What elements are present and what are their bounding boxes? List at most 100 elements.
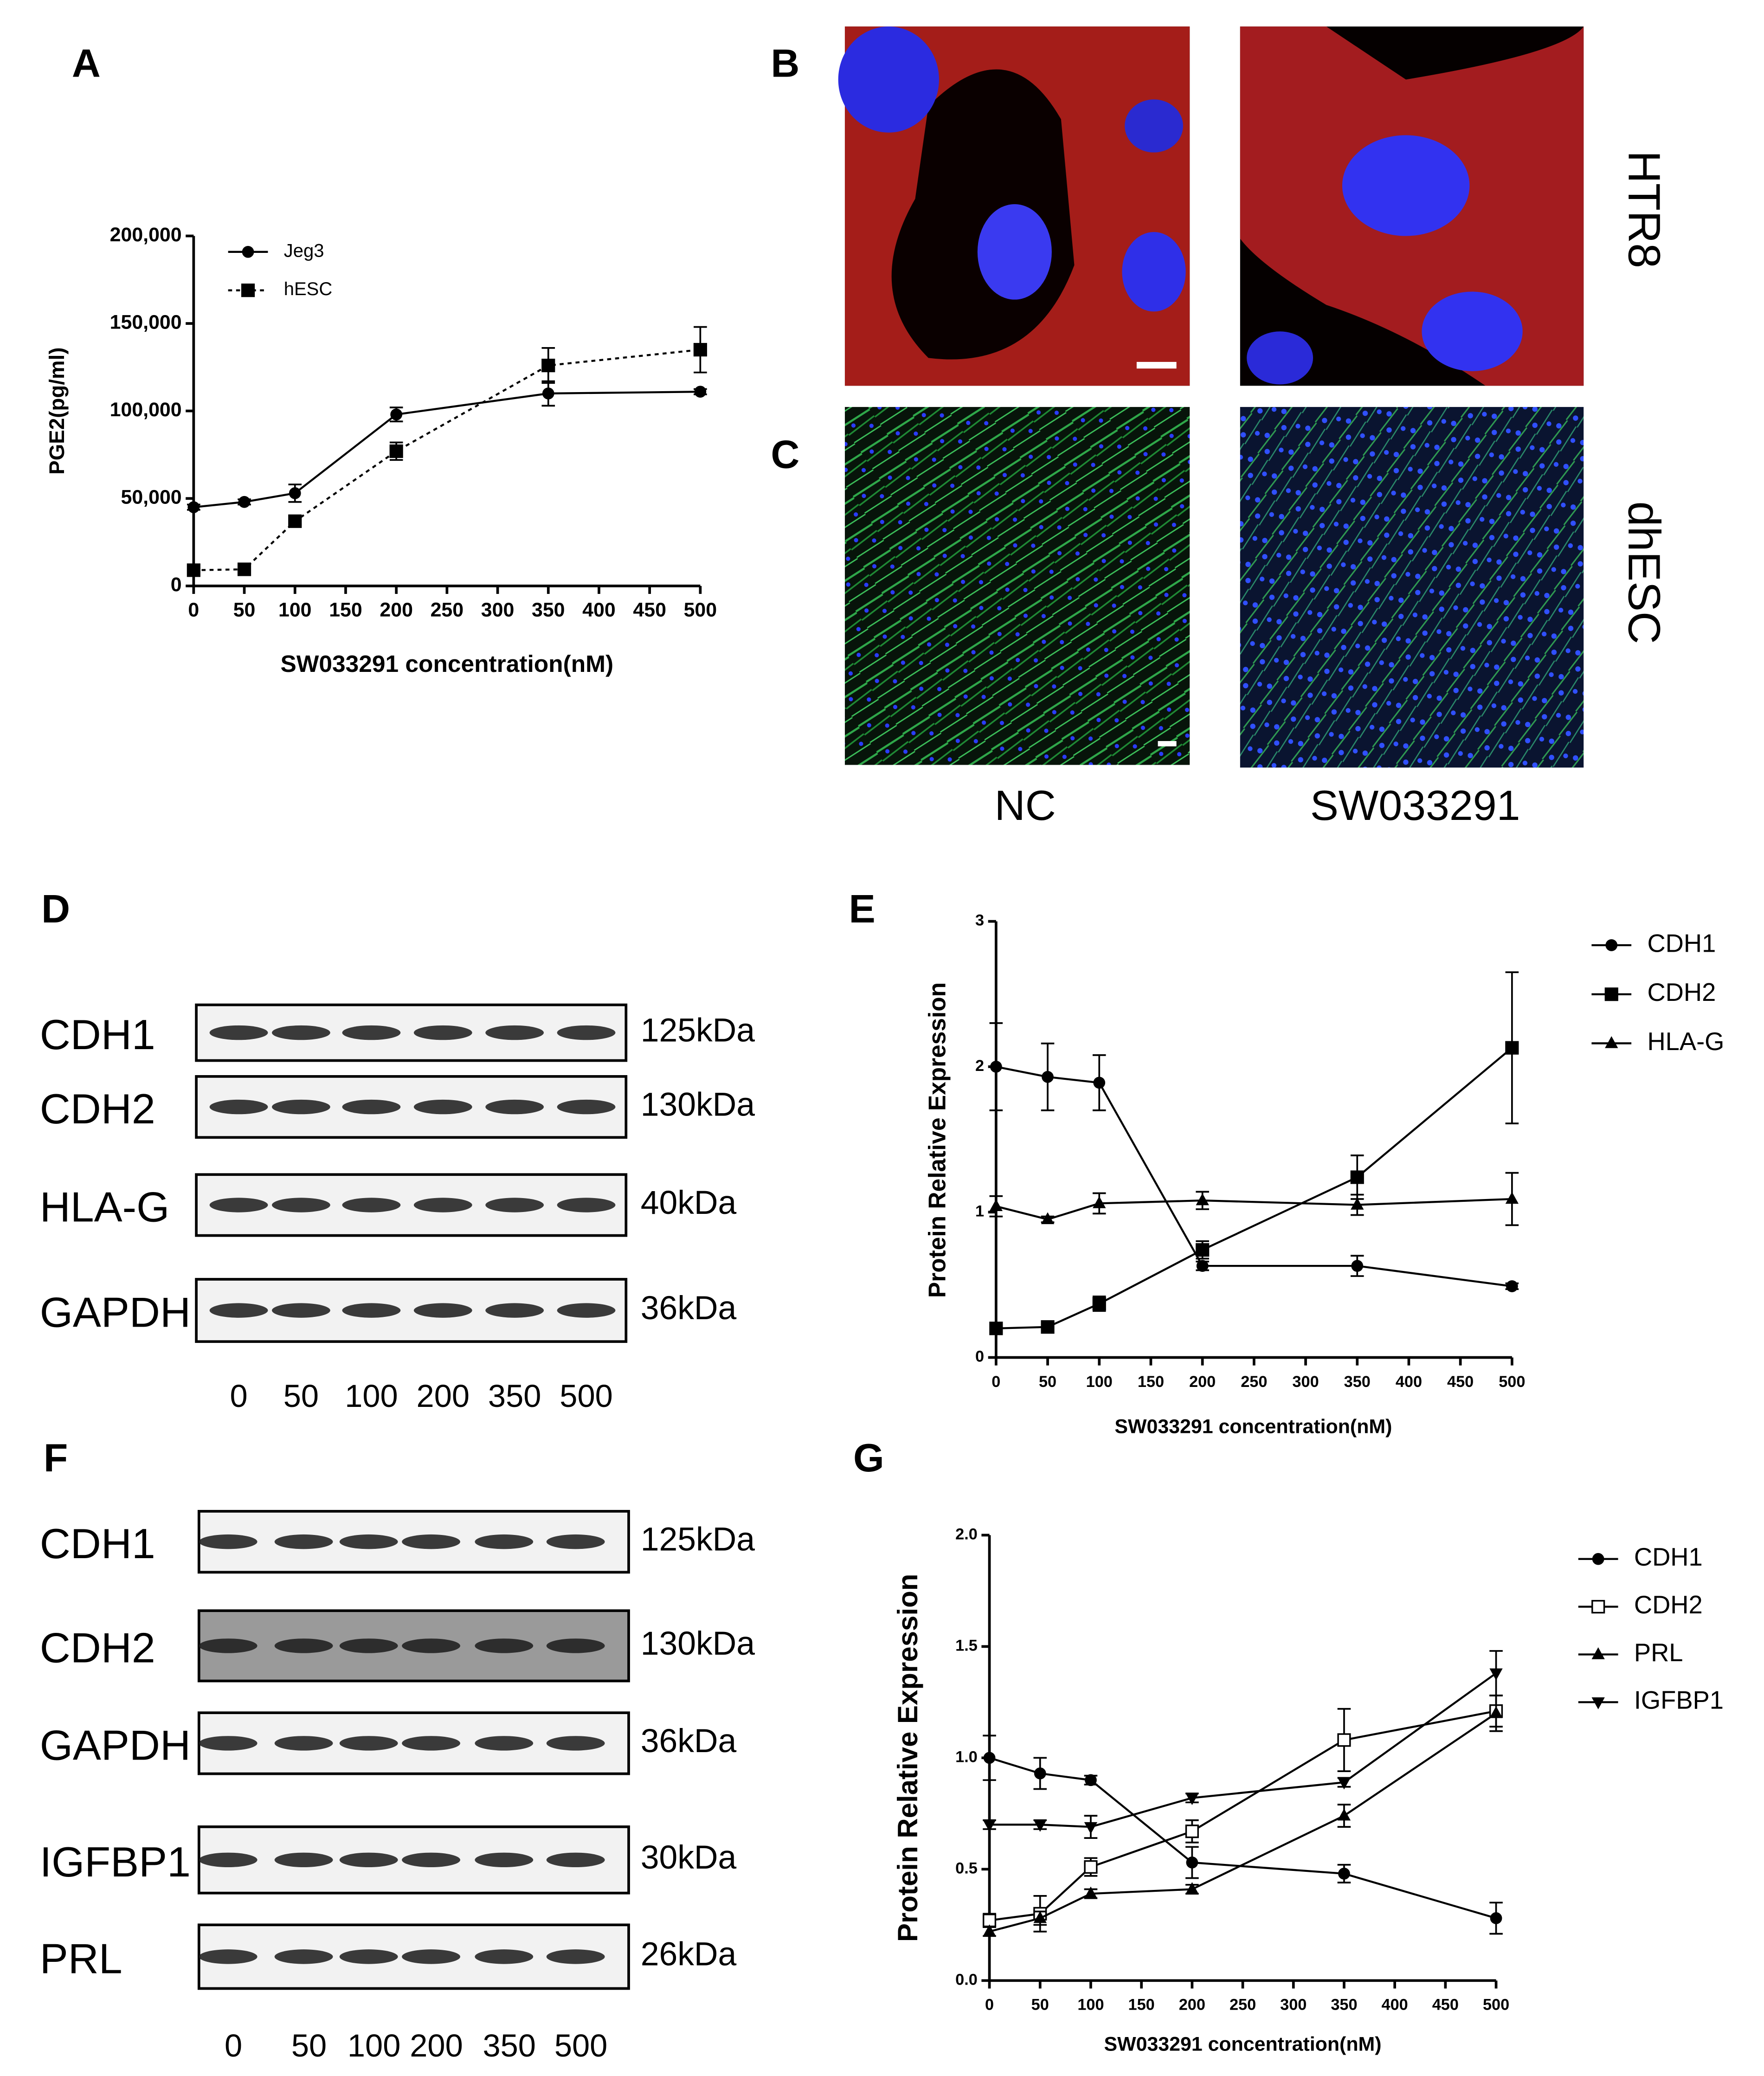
marker — [389, 444, 403, 458]
legend-marker — [1591, 1647, 1605, 1659]
blot-band — [199, 1852, 258, 1868]
x-tick-label: 200 — [380, 599, 413, 621]
lane-label: 100 — [348, 2028, 400, 2063]
series-line — [989, 1672, 1497, 1828]
protein-label: CDH2 — [40, 1625, 155, 1672]
marker — [1489, 1706, 1503, 1718]
column-label: SW033291 — [1310, 782, 1520, 829]
x-tick-label: 300 — [481, 599, 515, 621]
blot-band — [274, 1638, 333, 1653]
blot-band — [339, 1949, 398, 1964]
size-label: 36kDa — [641, 1722, 737, 1760]
marker — [1506, 1280, 1518, 1292]
lane-label: 100 — [345, 1378, 398, 1414]
x-axis-title: SW033291 concentration(nM) — [281, 650, 614, 677]
nucleus — [1342, 135, 1470, 236]
x-tick-label: 250 — [431, 599, 464, 621]
blot-band — [272, 1198, 330, 1212]
row-label: HTR8 — [1619, 151, 1669, 269]
y-tick-label: 0 — [975, 1348, 984, 1366]
blot-band — [546, 1852, 605, 1868]
marker — [694, 386, 707, 398]
nucleus — [1122, 232, 1186, 312]
legend-label: hESC — [284, 279, 333, 299]
series-line — [989, 1712, 1497, 1933]
marker — [983, 1924, 996, 1936]
marker — [1084, 1822, 1098, 1834]
marker — [1350, 1170, 1364, 1184]
marker — [1196, 1243, 1210, 1257]
marker — [1034, 1767, 1046, 1779]
marker — [1093, 1196, 1106, 1208]
lane-label: 0 — [230, 1378, 247, 1414]
blot-band — [199, 1949, 258, 1964]
legend-marker — [1591, 1600, 1605, 1614]
x-tick-label: 400 — [1396, 1373, 1422, 1391]
legend-label: IGFBP1 — [1634, 1686, 1724, 1715]
column-label: NC — [995, 782, 1056, 829]
blot-band — [274, 1949, 333, 1964]
marker — [1042, 1070, 1054, 1083]
blot-band — [475, 1949, 534, 1964]
marker — [1196, 1260, 1209, 1272]
x-tick-label: 150 — [1128, 1996, 1155, 2014]
x-tick-label: 50 — [1031, 1996, 1049, 2014]
panel-label: D — [41, 887, 70, 931]
blot-band — [339, 1534, 398, 1549]
blot-band — [557, 1303, 616, 1318]
blot-band — [546, 1534, 605, 1549]
blot-band — [199, 1736, 258, 1751]
blot-band — [402, 1949, 460, 1964]
x-tick-label: 350 — [1344, 1373, 1371, 1391]
legend-label: CDH2 — [1647, 978, 1716, 1006]
marker — [1041, 1212, 1055, 1225]
blot-band — [342, 1198, 401, 1212]
protein-label: PRL — [40, 1935, 122, 1982]
marker — [1033, 1820, 1047, 1832]
blot-band — [475, 1736, 534, 1751]
marker — [1338, 1868, 1350, 1880]
protein-label: CDH2 — [40, 1085, 155, 1133]
panel-label: A — [72, 41, 101, 86]
series-line — [996, 1198, 1512, 1221]
blot-band — [475, 1534, 534, 1549]
y-tick-label: 50,000 — [121, 486, 182, 509]
y-tick-label: 1.5 — [955, 1637, 978, 1654]
legend-marker — [1604, 987, 1618, 1001]
protein-label: CDH1 — [40, 1520, 155, 1567]
x-tick-label: 250 — [1241, 1373, 1267, 1391]
blot-band — [402, 1534, 460, 1549]
blot-band — [272, 1099, 330, 1115]
blot-band — [485, 1303, 544, 1318]
lane-label: 500 — [554, 2028, 607, 2063]
marker — [1337, 1808, 1351, 1821]
panel-label: E — [849, 887, 876, 931]
marker — [982, 1914, 997, 1928]
marker — [1186, 1857, 1198, 1869]
lane-label: 350 — [483, 2028, 535, 2063]
y-tick-label: 0.5 — [955, 1859, 978, 1877]
x-axis-title: SW033291 concentration(nM) — [1104, 2033, 1382, 2056]
x-tick-label: 100 — [1077, 1996, 1104, 2014]
y-tick-label: 200,000 — [110, 224, 182, 246]
marker — [1085, 1774, 1097, 1786]
legend-label: CDH1 — [1647, 929, 1716, 957]
y-tick-label: 1 — [975, 1202, 984, 1220]
protein-label: IGFBP1 — [40, 1838, 191, 1886]
series-line — [996, 1065, 1513, 1288]
blot-band — [272, 1303, 330, 1318]
x-tick-label: 400 — [1382, 1996, 1408, 2014]
blot-band — [209, 1303, 268, 1318]
protein-label: HLA-G — [40, 1184, 170, 1231]
marker — [1196, 1193, 1209, 1206]
y-tick-label: 0.0 — [955, 1971, 978, 1988]
panel-label: G — [853, 1436, 884, 1480]
blot-band — [274, 1852, 333, 1868]
blot-band — [342, 1099, 401, 1115]
x-tick-label: 450 — [1432, 1996, 1459, 2014]
x-tick-label: 200 — [1179, 1996, 1205, 2014]
x-tick-label: 350 — [1331, 1996, 1357, 2014]
marker — [1337, 1733, 1351, 1747]
series-line — [193, 391, 701, 509]
marker — [1490, 1912, 1502, 1924]
